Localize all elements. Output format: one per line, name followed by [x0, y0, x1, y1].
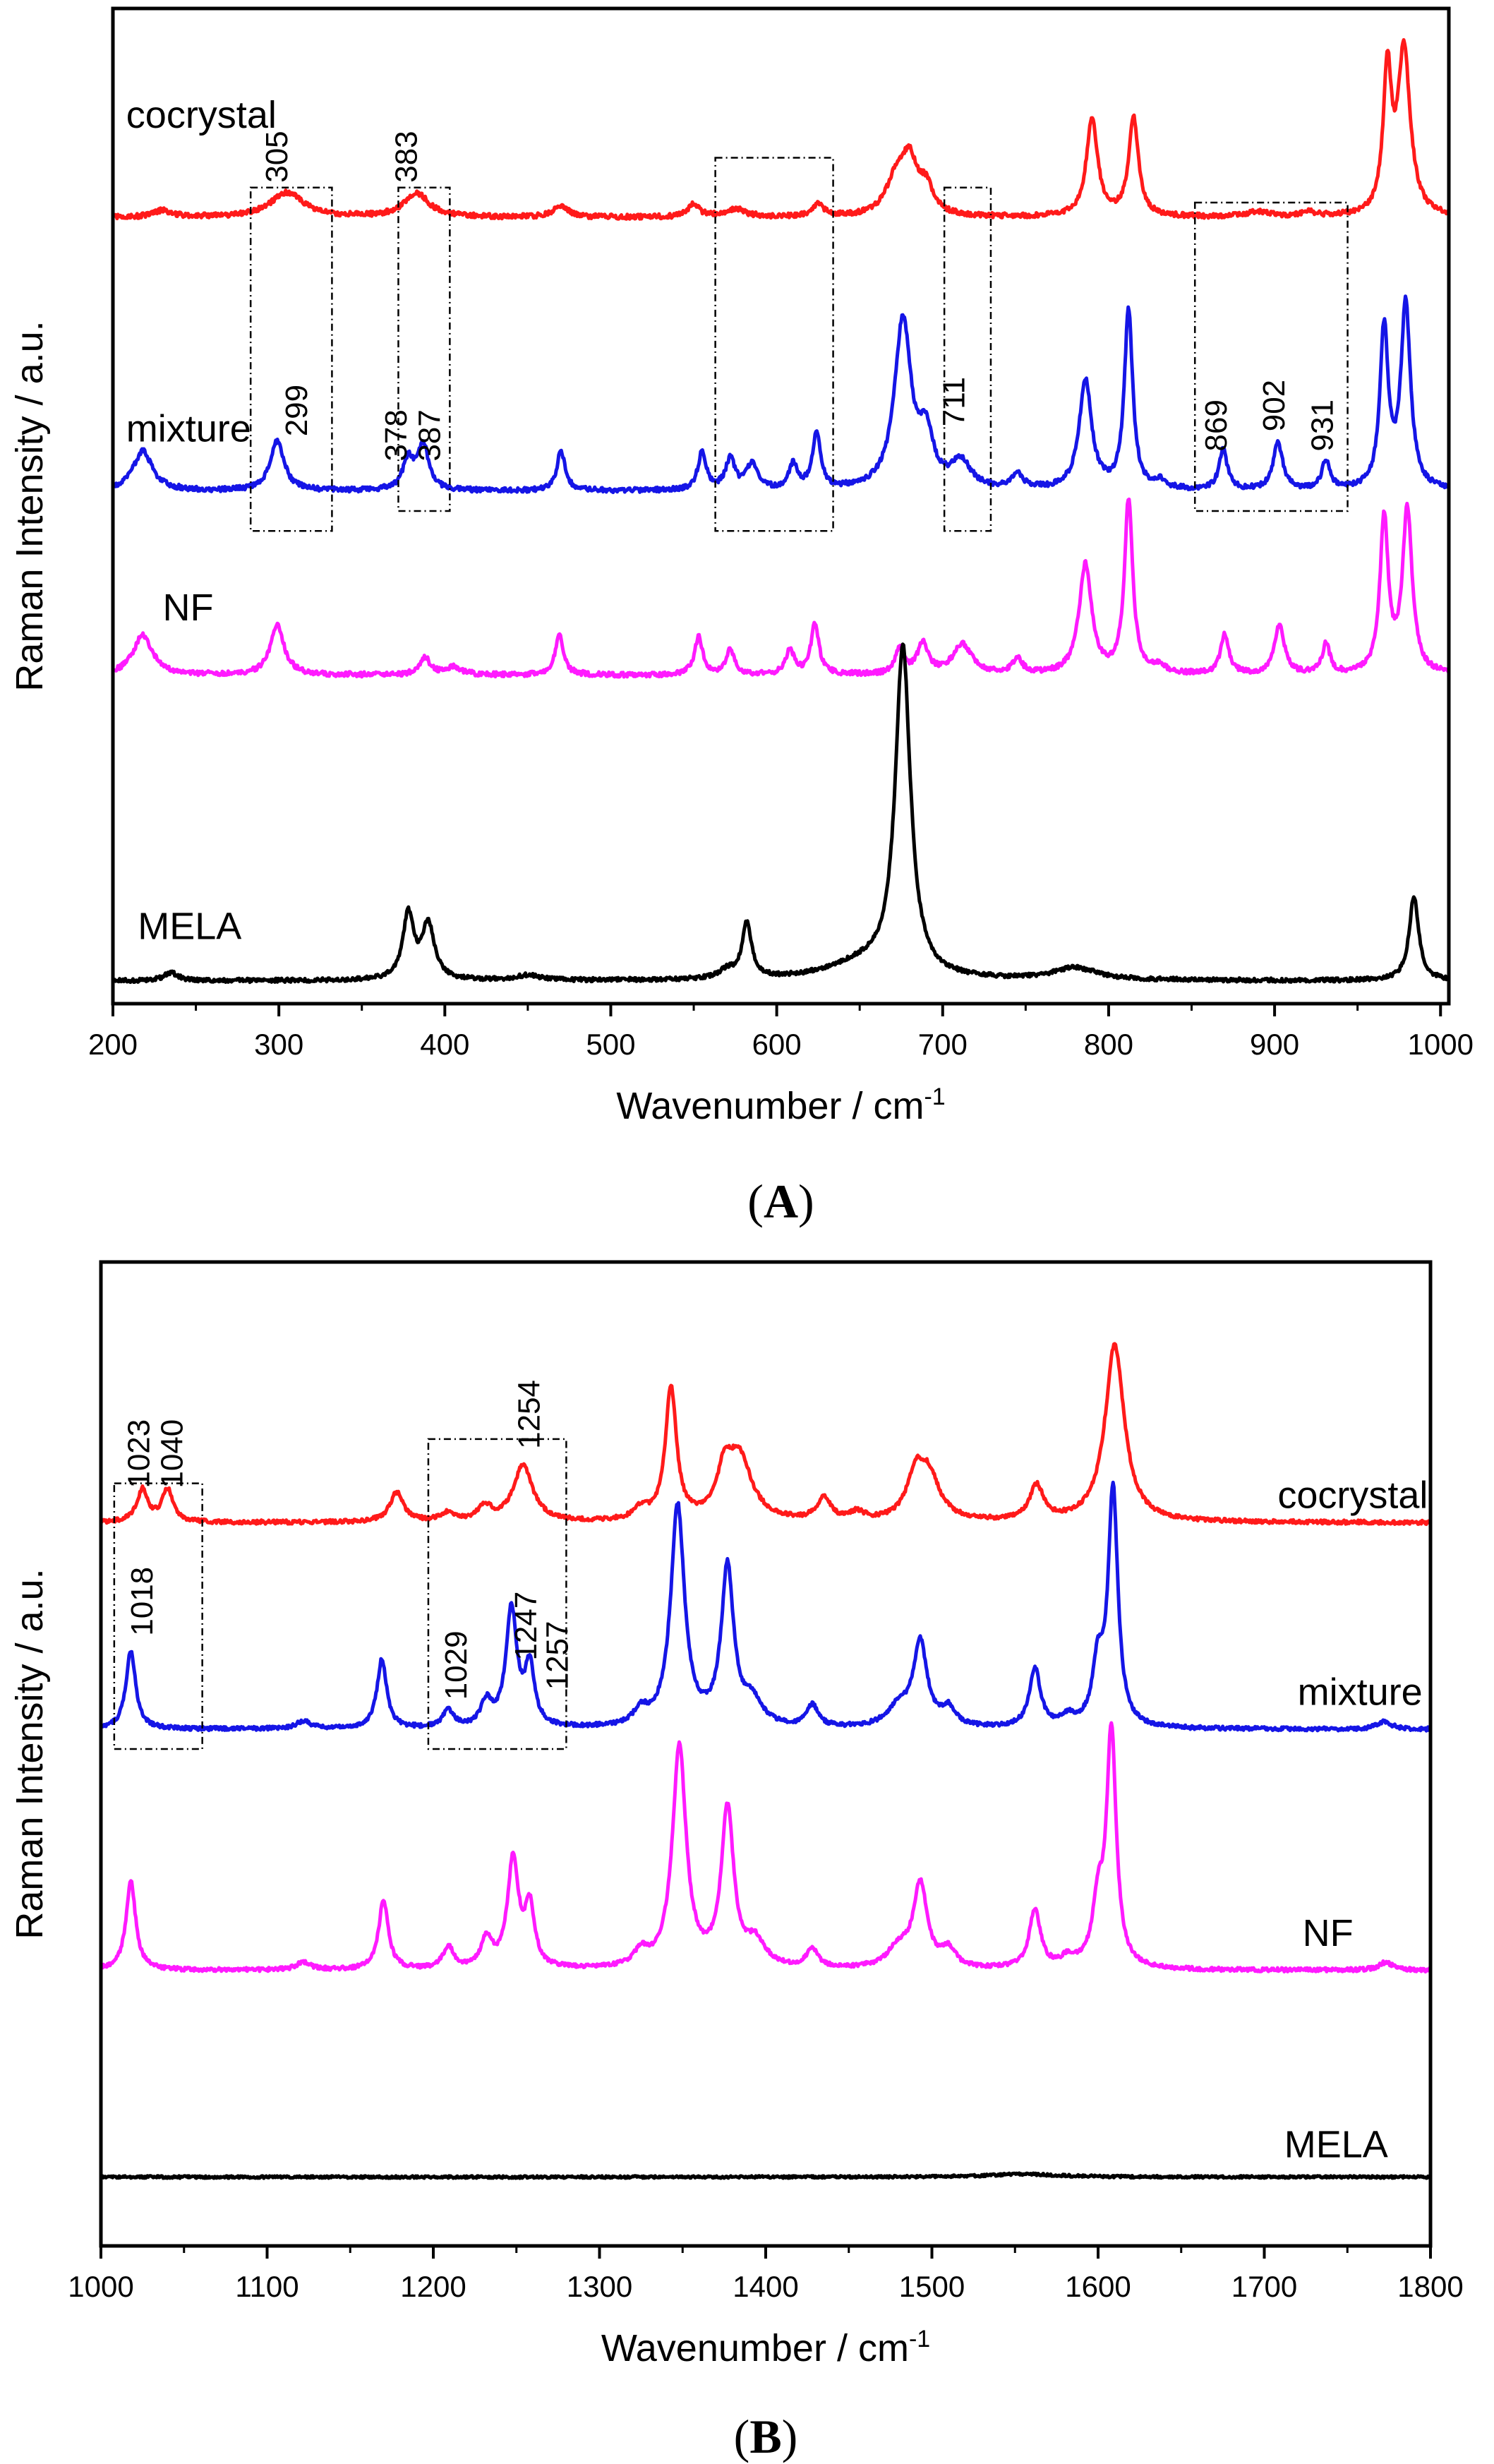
panel-b-peak-annotation: 1040	[155, 1419, 189, 1489]
panel-a-x-tick-label: 800	[1084, 1028, 1133, 1061]
panel-a-peak-annotation: 383	[389, 131, 423, 182]
panel-a-series-cocrystal	[111, 38, 1451, 221]
panel-a-series	[111, 38, 1451, 985]
panel-b-series-label-mela: MELA	[1284, 2124, 1388, 2166]
panel-a-x-tick-label: 200	[88, 1028, 138, 1061]
panel-a-peak-annotation: 305	[260, 131, 294, 182]
panel-a-label: (A)	[747, 1174, 814, 1228]
panel-a-x-tick-label: 600	[752, 1028, 802, 1061]
panel-a-series-label-mela: MELA	[138, 905, 241, 947]
panel-b-highlight-box	[113, 1482, 203, 1750]
panel-a-highlight-box	[714, 157, 834, 532]
panel-a-series-mixture	[112, 294, 1450, 495]
panel-a-peak-annotation: 378	[379, 409, 414, 461]
panel-b-series-nf	[99, 1721, 1433, 1974]
panel-b-x-tick-label: 1000	[68, 2270, 133, 2303]
panel-b-axes: 1000 1100 1200 1300 1400 1500 1600 1700 1800	[68, 2246, 1464, 2303]
panel-a-peak-annotation: 902	[1257, 380, 1291, 431]
panel-b-highlight-box	[427, 1438, 567, 1750]
panel-a-x-tick-label: 400	[420, 1028, 469, 1061]
panel-a-frame	[111, 6, 1451, 1006]
panel-a-peak-annotation: 931	[1305, 399, 1339, 451]
panel-b-label: (B)	[734, 2410, 798, 2463]
panel-a-peak-annotation: 711	[936, 377, 971, 426]
panel-b-x-axis-title: Wavenumber / cm-1	[601, 2326, 930, 2369]
panel-a-highlight-box	[397, 186, 451, 512]
panel-b-series-label-cocrystal: cocrystal	[1277, 1474, 1428, 1517]
panel-a-series-mela	[111, 642, 1451, 985]
panel-b-x-tick-label: 1300	[567, 2270, 632, 2303]
panel-a-highlight-box	[943, 186, 992, 532]
panel-b-peak-annotation: 1029	[439, 1630, 474, 1700]
panel-b-x-tick-label: 1100	[235, 2270, 299, 2303]
panel-b-x-tick-label: 1500	[899, 2270, 965, 2303]
panel-b-x-tick-label: 1600	[1065, 2270, 1131, 2303]
panel-a-axes: 200 300 400 500 600 700 800 900 1000	[88, 1004, 1474, 1061]
panel-b-series-label-nf: NF	[1303, 1912, 1354, 1954]
panel-b-peak-annotation: 1254	[512, 1380, 547, 1449]
panel-b-x-tick-label: 1400	[733, 2270, 798, 2303]
panel-b-series	[99, 1342, 1433, 2180]
panel-b-highlight-boxes	[113, 1438, 567, 1750]
panel-a-series-label-cocrystal: cocrystal	[126, 94, 277, 136]
panel-b-series-mela	[100, 2171, 1432, 2180]
panel-b-peak-annotation: 1023	[121, 1419, 156, 1489]
panel-a-x-axis-title: Wavenumber / cm-1	[616, 1083, 945, 1127]
panel-a-series-label-nf: NF	[163, 587, 214, 629]
panel-a-x-tick-label: 700	[918, 1028, 968, 1061]
panel-a-y-axis-title: Raman Intensity / a.u.	[8, 320, 51, 691]
panel-b-x-tick-label: 1800	[1397, 2270, 1463, 2303]
panel-b-x-tick-label: 1700	[1231, 2270, 1297, 2303]
panel-b-peak-annotation: 1018	[125, 1567, 159, 1636]
panel-b-series-labels: cocrystal mixture NF MELA	[1277, 1474, 1428, 2166]
panel-a-peak-annotation: 387	[412, 409, 447, 461]
panel-a-highlight-boxes	[249, 157, 1349, 532]
panel-b-series-mixture	[100, 1480, 1432, 1733]
panel-a-highlight-box	[249, 186, 333, 532]
panel-a-x-tick-label: 500	[586, 1028, 635, 1061]
panel-b-peak-annotation: 1247	[509, 1592, 543, 1661]
panel-b-y-axis-title: Raman Intensity / a.u.	[8, 1568, 51, 1939]
panel-b-frame	[99, 1260, 1433, 2248]
panel-a-x-tick-label: 300	[254, 1028, 303, 1061]
panel-a-x-tick-label: 900	[1250, 1028, 1299, 1061]
panel-a-series-labels: cocrystal mixture NF MELA	[126, 94, 277, 947]
panel-a-peak-annotation: 299	[279, 385, 314, 436]
panel-b-x-tick-label: 1200	[400, 2270, 466, 2303]
panel-a-peak-annotation: 869	[1199, 399, 1234, 451]
panel-b-series-label-mixture: mixture	[1298, 1671, 1423, 1713]
panel-a-series-nf	[111, 497, 1451, 679]
panel-a-x-tick-label: 1000	[1408, 1028, 1474, 1061]
panel-b-series-cocrystal	[99, 1342, 1432, 1527]
panel-a-highlight-box	[1193, 201, 1349, 512]
panel-b-peak-annotation: 1257	[541, 1621, 575, 1690]
panel-a-series-label-mixture: mixture	[126, 407, 251, 450]
